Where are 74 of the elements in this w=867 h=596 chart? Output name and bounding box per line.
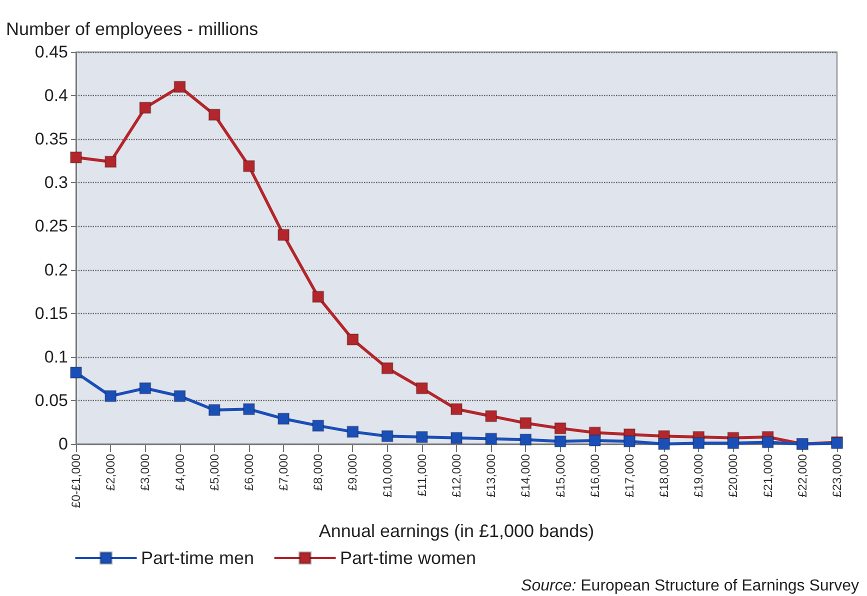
x-tick-label: £2,000 xyxy=(104,454,118,491)
point xyxy=(485,410,498,422)
y-tick-label: 0.45 xyxy=(34,42,68,62)
y-tick-label: 0.25 xyxy=(34,216,68,236)
x-tick-label: £12,000 xyxy=(450,454,464,498)
y-tick-label: 0.3 xyxy=(44,173,68,192)
x-tick-label: £9,000 xyxy=(346,454,360,491)
x-tick-label: £15,000 xyxy=(553,454,568,498)
point xyxy=(139,102,152,114)
point xyxy=(450,432,462,444)
point xyxy=(174,390,186,402)
point xyxy=(520,434,532,446)
x-tick-label: £14,000 xyxy=(518,454,533,498)
x-tick-label: £19,000 xyxy=(692,454,706,498)
point xyxy=(658,438,670,450)
y-tick-label: 0.2 xyxy=(44,260,68,280)
x-tick-label: £7,000 xyxy=(276,454,291,491)
y-tick-label: 0.35 xyxy=(34,130,68,149)
point xyxy=(554,422,566,434)
point xyxy=(520,417,532,430)
x-tick-label: £18,000 xyxy=(657,454,672,498)
x-tick-label: £17,000 xyxy=(622,454,636,498)
x-tick-label: £21,000 xyxy=(760,454,775,498)
x-tick-label: £23,000 xyxy=(830,454,844,498)
point xyxy=(208,108,220,121)
point xyxy=(346,333,359,346)
x-tick-label: £20,000 xyxy=(726,454,740,498)
point xyxy=(242,160,255,172)
x-tick-label: £5,000 xyxy=(207,454,222,491)
x-tick-label: £22,000 xyxy=(795,454,810,498)
point xyxy=(312,290,324,303)
x-tick-label: £16,000 xyxy=(588,454,602,498)
point xyxy=(104,156,117,168)
legend-label: Part-time men xyxy=(141,548,254,568)
x-tick-label: £11,000 xyxy=(414,454,429,496)
x-tick-label: £3,000 xyxy=(138,454,152,491)
point xyxy=(104,390,117,402)
point xyxy=(450,403,462,416)
x-tick-label: £8,000 xyxy=(311,454,326,491)
y-tick-label: 0.05 xyxy=(34,390,68,410)
point xyxy=(278,412,290,425)
y-tick-label: 0 xyxy=(58,434,68,454)
point xyxy=(278,228,290,241)
point xyxy=(381,362,394,374)
x-tick-label: £6,000 xyxy=(242,454,256,491)
point xyxy=(588,434,601,447)
point xyxy=(70,366,82,379)
point xyxy=(416,382,428,394)
legend-label: Part-time women xyxy=(340,548,476,568)
point xyxy=(416,431,428,444)
point xyxy=(554,435,566,448)
source-note: Source: European Structure of Earnings Survey xyxy=(521,578,860,594)
x-tick-label: £13,000 xyxy=(484,454,498,498)
point xyxy=(381,430,394,442)
point xyxy=(70,151,82,164)
x-tick-label: £0-£1,000 xyxy=(69,454,83,508)
point xyxy=(208,404,220,416)
point xyxy=(312,420,324,432)
x-axis-title: Annual earnings (in £1,000 bands) xyxy=(318,521,594,541)
point xyxy=(485,432,498,445)
point xyxy=(242,403,255,416)
y-axis-title: Number of employees - millions xyxy=(6,19,258,39)
x-tick-label: £10,000 xyxy=(380,454,394,498)
point xyxy=(692,437,705,450)
y-tick-label: 0.1 xyxy=(44,347,68,366)
point xyxy=(174,80,186,93)
point xyxy=(346,426,359,438)
y-tick-label: 0.15 xyxy=(34,304,68,323)
point xyxy=(727,437,740,450)
point xyxy=(623,435,636,448)
point xyxy=(139,382,152,394)
x-tick-label: £4,000 xyxy=(172,454,187,491)
y-tick-label: 0.4 xyxy=(44,86,68,106)
point xyxy=(762,436,774,448)
